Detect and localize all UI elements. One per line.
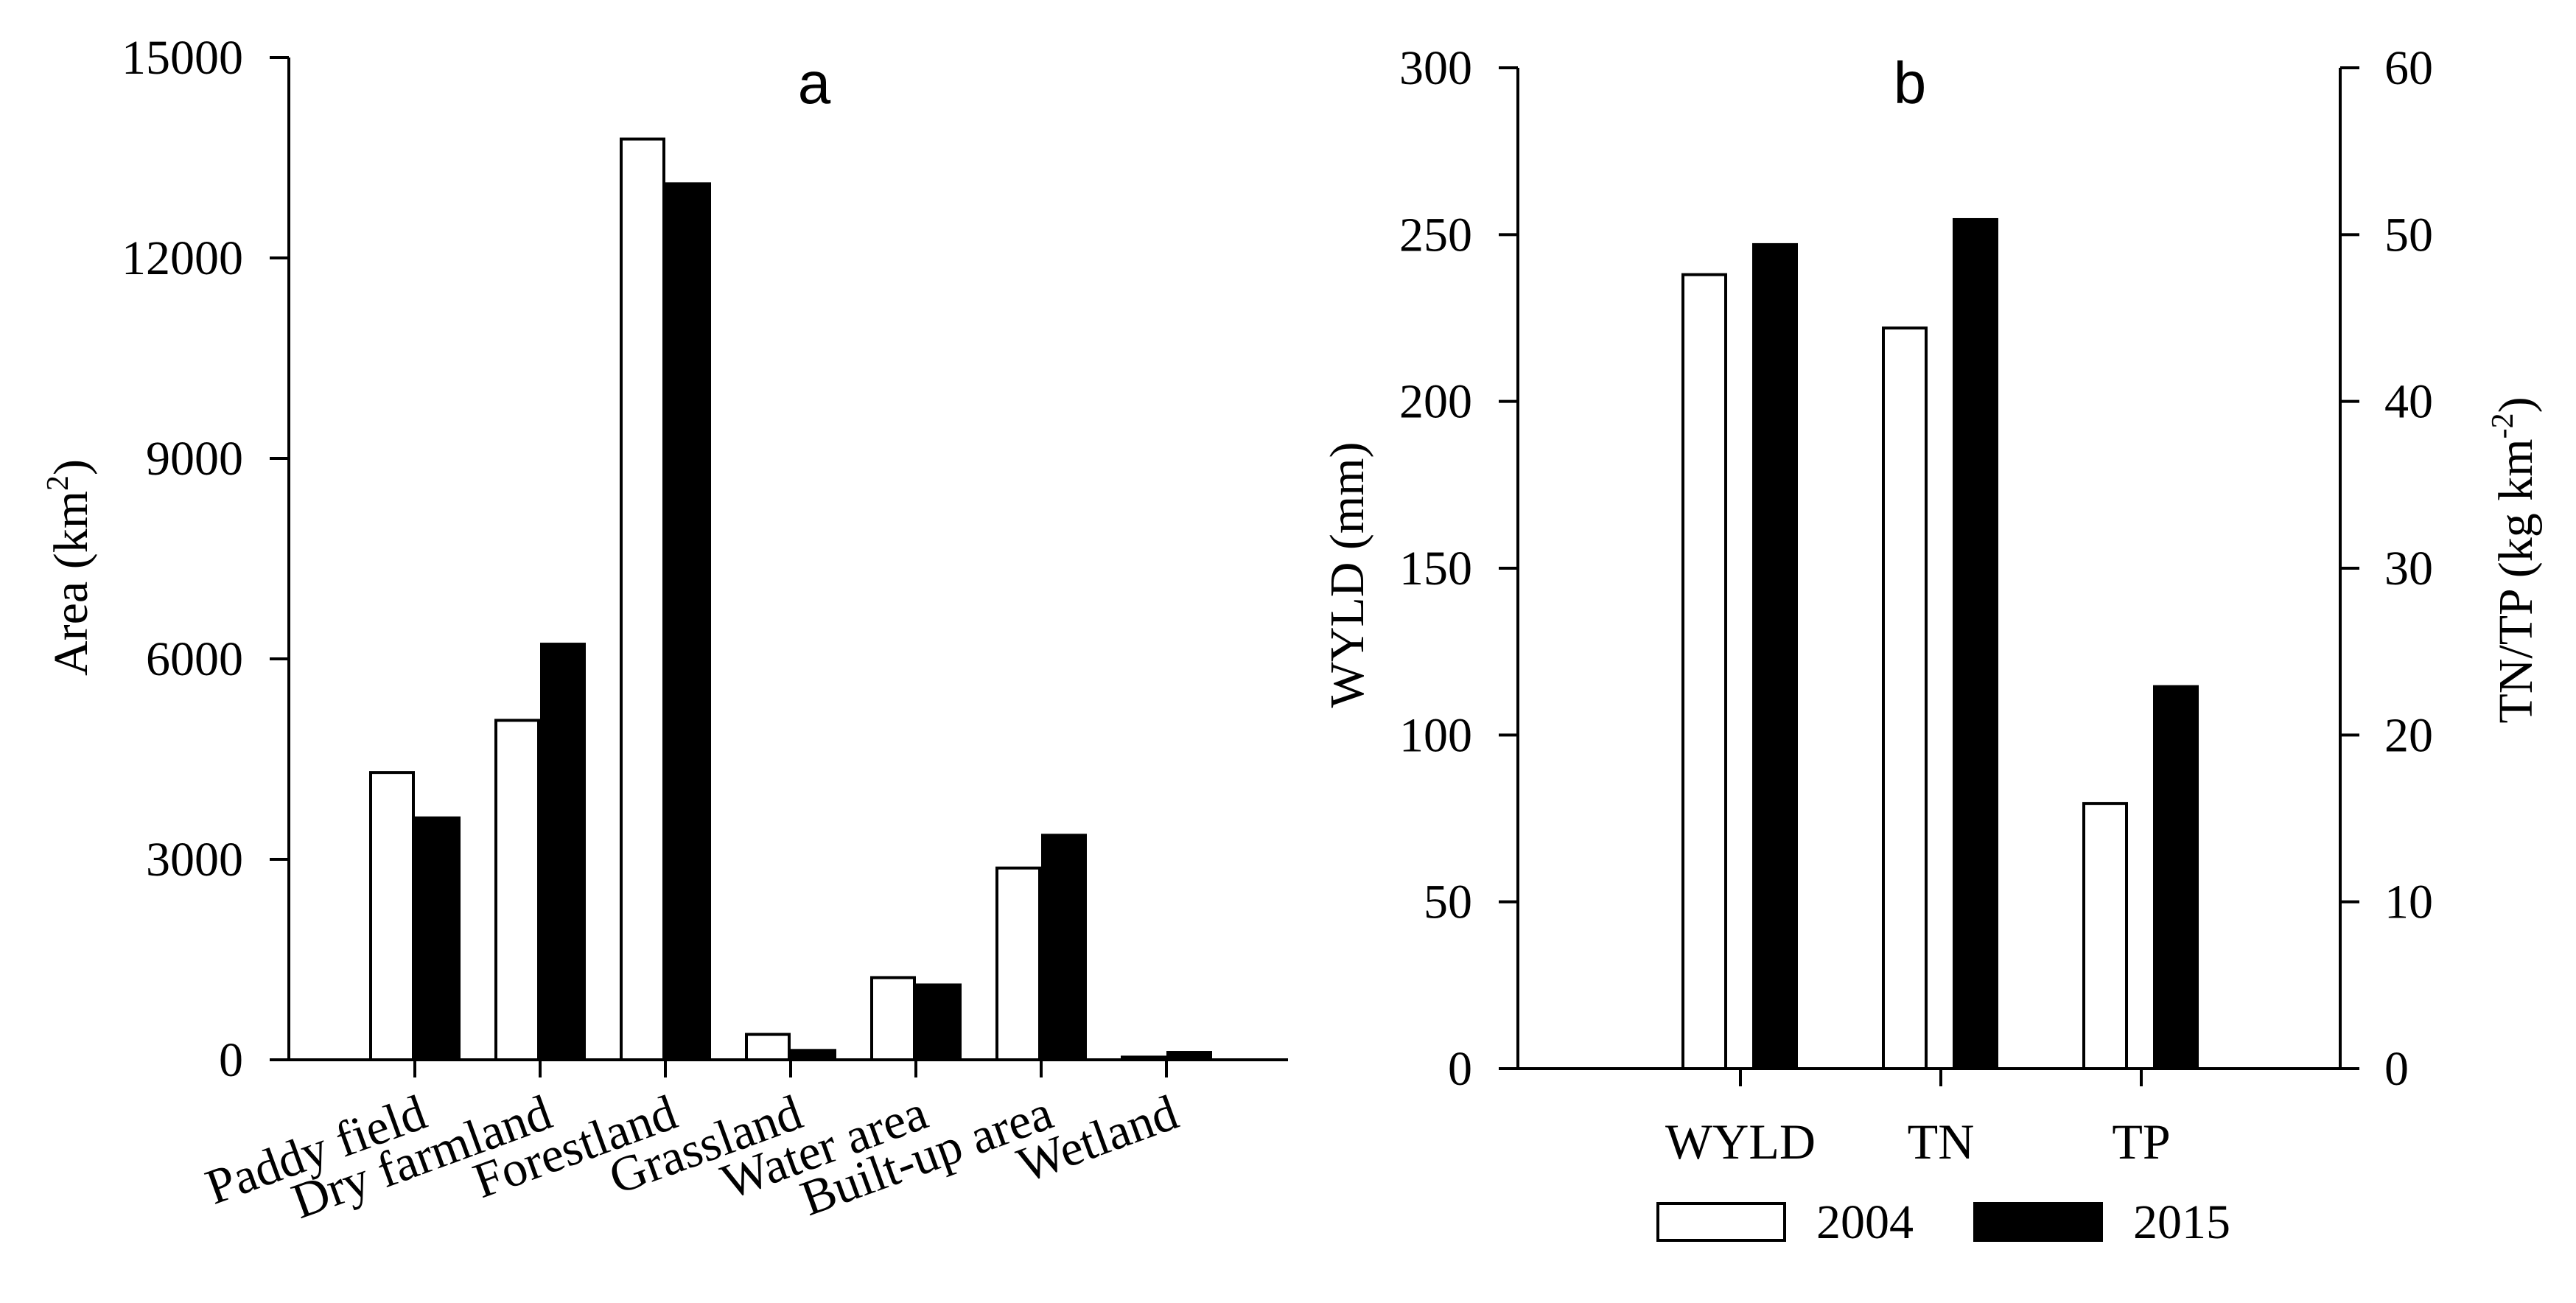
bar-a-grassland-2015 — [791, 1049, 836, 1061]
panel-b-bars — [1681, 217, 2199, 1070]
panel-a-y-axis-label-close: ) — [44, 459, 98, 475]
bar-b-tn-2015 — [1953, 217, 1998, 1070]
panel-b-label: b — [1894, 50, 1927, 116]
bar-a-forestland-2004 — [620, 137, 665, 1062]
panel-a-y-tick-label-15000: 15000 — [122, 31, 243, 85]
panel-a-y-tick-label-12000: 12000 — [122, 231, 243, 285]
panel-a-bars — [369, 137, 1212, 1062]
bar-a-paddy-field-2004 — [369, 771, 415, 1061]
bar-b-wyld-2004 — [1681, 273, 1727, 1070]
panel-b-x-tick-labels: WYLD TN TP — [1665, 1069, 2171, 1170]
bar-b-tn-2004 — [1882, 326, 1928, 1070]
panel-a-y-axis-label-superscript: 2 — [41, 475, 75, 491]
bar-a-water-area-2004 — [870, 976, 916, 1061]
panel-b-right-y-tick-label-50: 50 — [2384, 208, 2433, 262]
bar-a-built-up-area-2015 — [1041, 834, 1087, 1061]
bar-a-wetland-2015 — [1166, 1051, 1212, 1061]
panel-b-left-y-tick-label-150: 150 — [1399, 542, 1472, 595]
panel-a-label: a — [798, 50, 831, 116]
panel-b-right-y-tick-label-0: 0 — [2384, 1042, 2409, 1096]
bar-a-wetland-2004 — [1121, 1055, 1166, 1061]
panel-a-y-tick-label-9000: 9000 — [146, 432, 243, 486]
bar-b-wyld-2015 — [1752, 242, 1798, 1070]
panel-b-left-y-tick-label-50: 50 — [1424, 876, 1472, 929]
bar-b-tp-2004 — [2082, 802, 2128, 1070]
bar-a-dry-farmland-2004 — [494, 719, 540, 1061]
legend-swatch-2015 — [1973, 1202, 2103, 1242]
legend-swatch-2004 — [1656, 1202, 1786, 1242]
bar-b-tp-2015 — [2153, 685, 2199, 1070]
legend-label-2015: 2015 — [2133, 1195, 2230, 1249]
panel-b-left-y-ticks: 0 50 100 150 200 250 300 — [1399, 41, 1518, 1096]
bar-a-paddy-field-2015 — [415, 816, 461, 1061]
panel-b-x-tick-label-wyld: WYLD — [1665, 1114, 1816, 1170]
panel-b-right-y-tick-label-40: 40 — [2384, 375, 2433, 429]
panel-b-right-y-axis-label: TN/TP (kg km-2) — [2486, 397, 2543, 723]
panel-b-right-y-axis-label-superscript: -2 — [2486, 413, 2520, 439]
panel-a-y-tick-label-3000: 3000 — [146, 833, 243, 887]
panel-b-left-y-tick-label-250: 250 — [1399, 208, 1472, 262]
bar-a-dry-farmland-2015 — [540, 643, 586, 1061]
panel-b-x-tick-label-tn: TN — [1908, 1114, 1975, 1170]
panel-a-y-ticks: 0 3000 6000 9000 12000 15000 — [122, 31, 289, 1087]
panel-b-right-y-tick-label-10: 10 — [2384, 876, 2433, 929]
bar-a-grassland-2004 — [745, 1033, 791, 1061]
panel-b-x-tick-label-tp: TP — [2112, 1114, 2170, 1170]
legend: 2004 2015 — [1656, 1195, 2230, 1249]
panel-a-y-axis-label: Area (km2) — [41, 459, 98, 676]
panel-b-left-y-tick-label-300: 300 — [1399, 41, 1472, 95]
bar-a-forestland-2015 — [665, 182, 711, 1062]
panel-b-right-y-tick-label-20: 20 — [2384, 708, 2433, 762]
panel-b-left-y-tick-label-0: 0 — [1448, 1042, 1472, 1096]
panel-b-right-y-axis-label-text: TN/TP (kg km — [2489, 439, 2543, 723]
panel-b-right-y-axis-label-close: ) — [2489, 397, 2543, 413]
panel-a-y-axis-label-text: Area (km — [44, 491, 98, 676]
panel-b-left-y-tick-label-200: 200 — [1399, 375, 1472, 429]
panel-a-y-tick-label-6000: 6000 — [146, 632, 243, 686]
panel-b-right-y-tick-label-60: 60 — [2384, 41, 2433, 95]
legend-label-2004: 2004 — [1816, 1195, 1914, 1249]
panel-a-y-tick-label-0: 0 — [219, 1033, 243, 1087]
bar-a-built-up-area-2004 — [995, 866, 1041, 1061]
panel-b-right-y-tick-label-30: 30 — [2384, 542, 2433, 595]
panel-b-chart: b 0 50 100 150 200 250 300 0 10 20 30 40 50 60 WYLD T… — [1320, 41, 2543, 1170]
panel-b-right-y-ticks: 0 10 20 30 40 50 60 — [2340, 41, 2433, 1096]
bar-a-water-area-2015 — [916, 983, 962, 1062]
panel-b-left-y-tick-label-100: 100 — [1399, 708, 1472, 762]
panel-b-left-y-axis-label: WYLD (mm) — [1320, 441, 1374, 708]
